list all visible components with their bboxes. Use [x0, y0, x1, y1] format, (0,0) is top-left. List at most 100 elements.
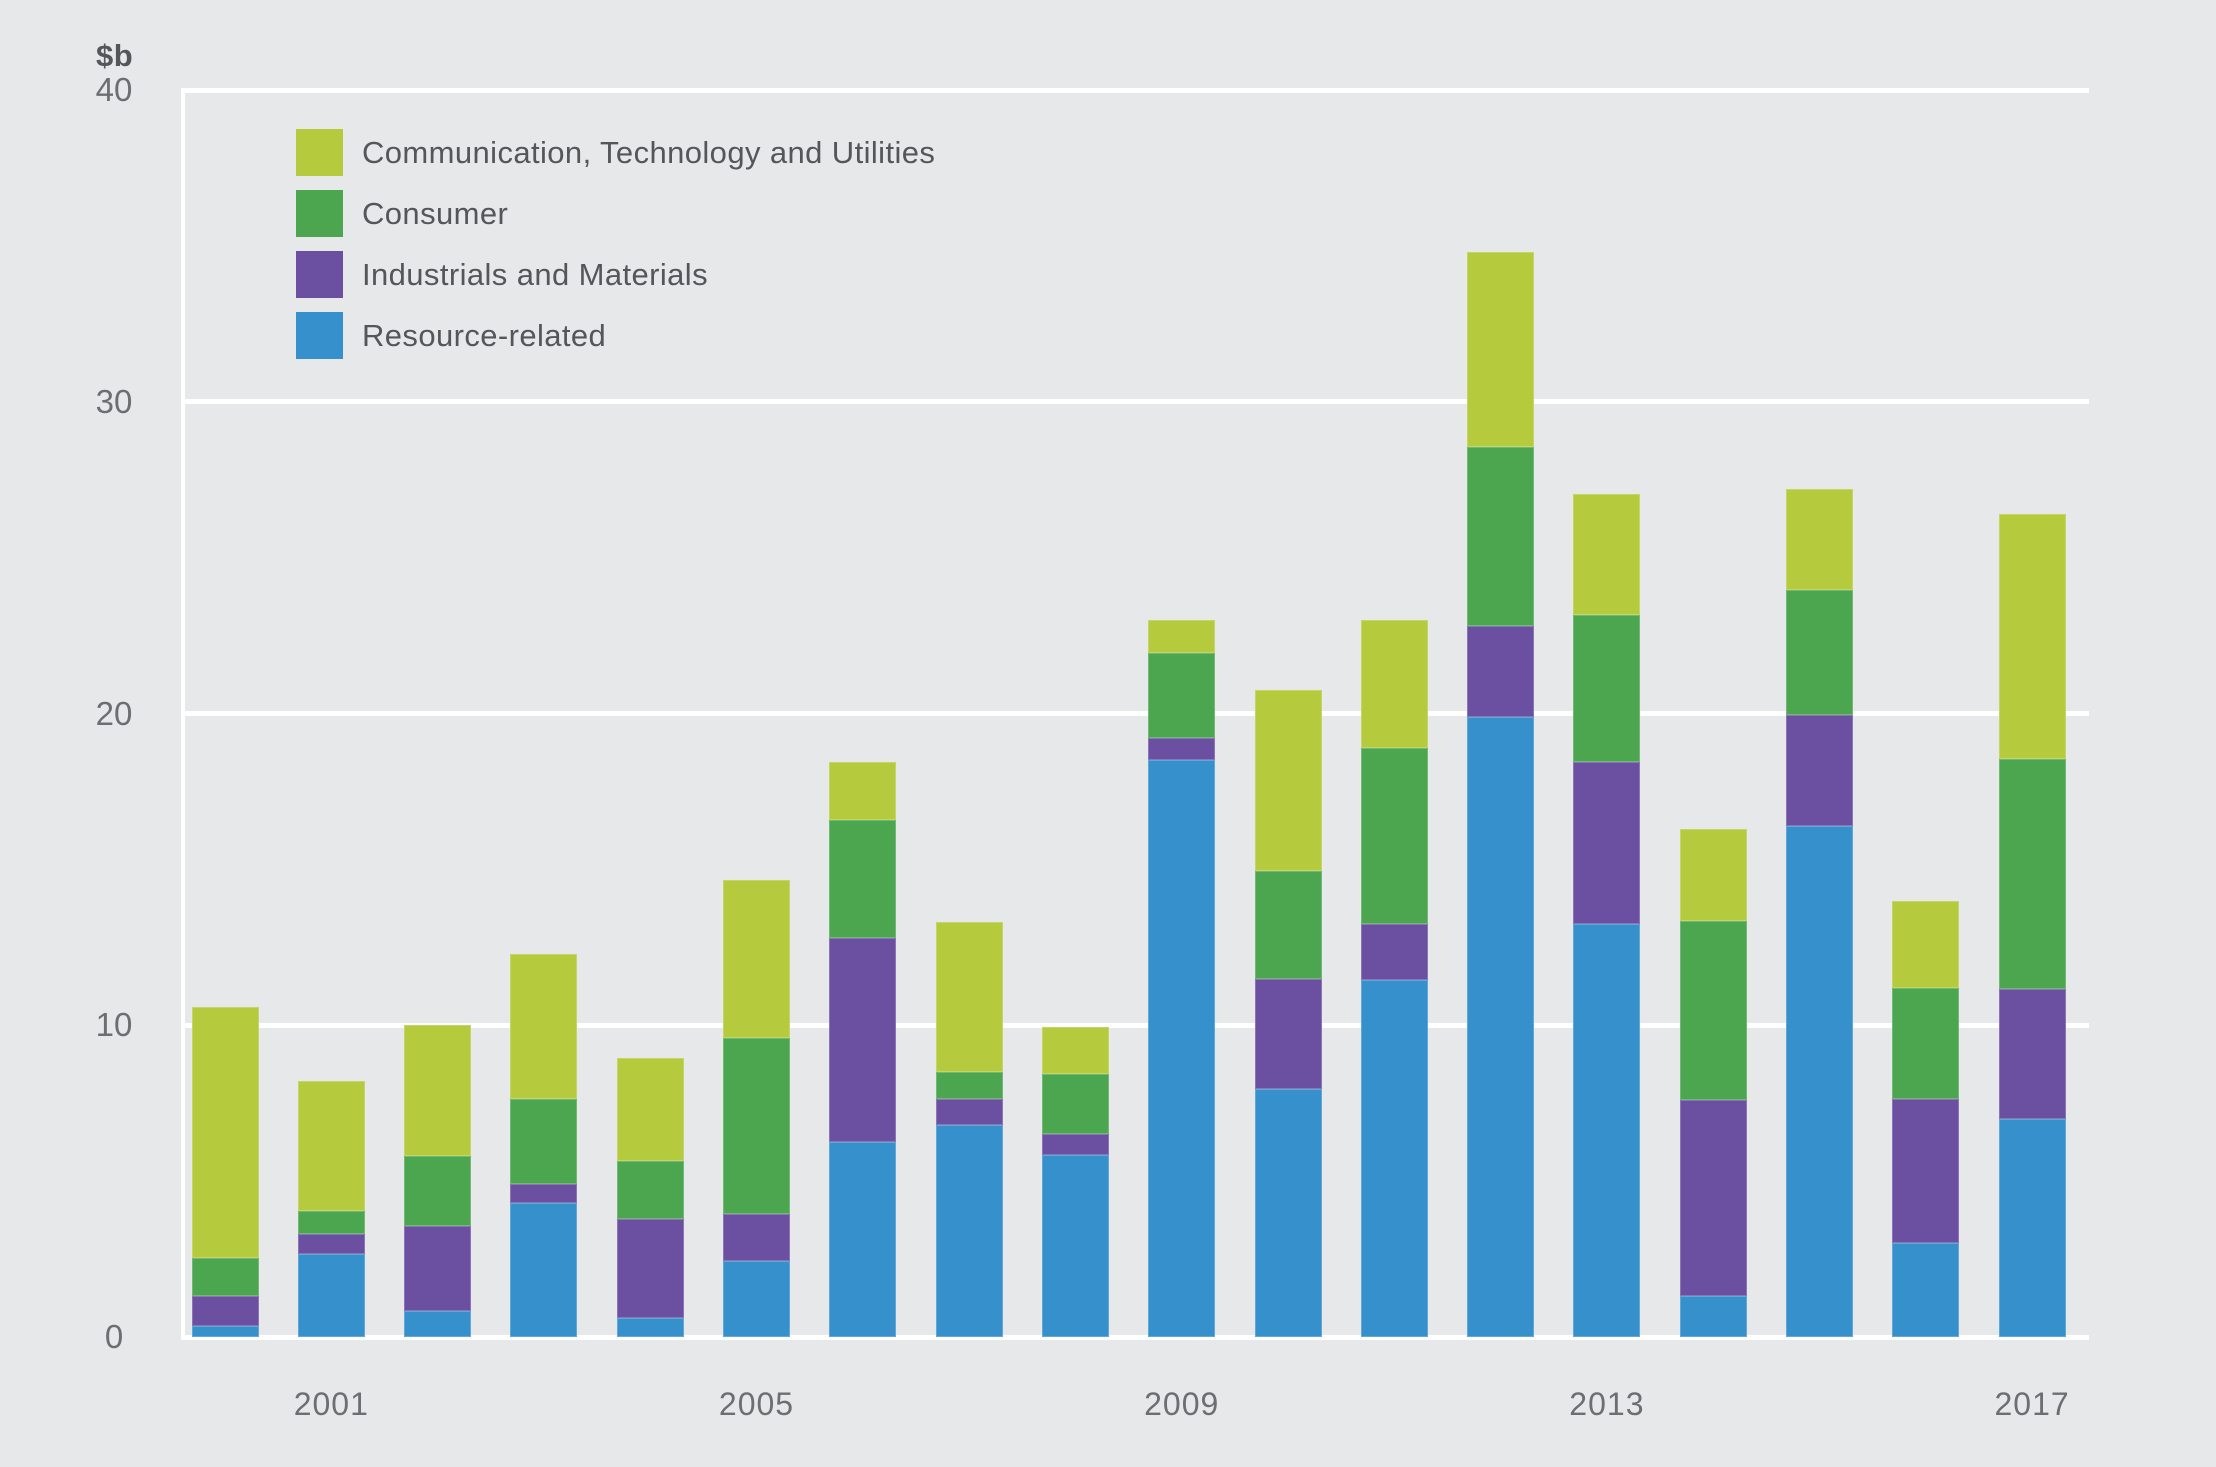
- bar-segment-2008-resource-related: [1041, 1154, 1109, 1337]
- y-tick-label-0: 0: [104, 1318, 124, 1355]
- gridline-0: [183, 1334, 2089, 1340]
- bar-2002: [404, 1025, 472, 1337]
- bar-segment-2016-communication-technology-and-utilities: [1892, 900, 1960, 988]
- bar-segment-2002-industrials-and-materials: [404, 1226, 472, 1311]
- bar-2005: [723, 880, 790, 1337]
- bar-segment-2008-consumer: [1041, 1073, 1109, 1135]
- bar-2000: [191, 1006, 259, 1337]
- bar-segment-2009-consumer: [1148, 652, 1216, 739]
- bar-segment-2012-consumer: [1467, 446, 1535, 627]
- bar-segment-2005-communication-technology-and-utilities: [723, 880, 790, 1038]
- bar-segment-2004-industrials-and-materials: [616, 1218, 684, 1319]
- bar-2016: [1892, 900, 1960, 1337]
- bar-segment-2014-consumer: [1679, 920, 1747, 1101]
- bar-segment-2000-consumer: [191, 1257, 259, 1297]
- bar-segment-2015-consumer: [1786, 590, 1853, 716]
- legend-item-industrials-materials: Industrials and Materials: [296, 251, 935, 298]
- bar-segment-2006-industrials-and-materials: [829, 937, 897, 1143]
- x-axis-label-2013: 2013: [1569, 1386, 1645, 1422]
- bar-2010: [1254, 690, 1322, 1337]
- legend-swatch-consumer-icon: [296, 190, 343, 237]
- bar-segment-2010-industrials-and-materials: [1254, 978, 1322, 1090]
- x-axis-label-2001: 2001: [293, 1386, 369, 1422]
- bar-2017: [1998, 514, 2066, 1337]
- bar-segment-2012-resource-related: [1467, 716, 1535, 1337]
- legend-swatch-communication-technology-utilities-icon: [296, 129, 343, 176]
- bar-segment-2004-resource-related: [616, 1318, 684, 1337]
- bar-2001: [297, 1081, 365, 1337]
- bar-segment-2011-consumer: [1360, 747, 1428, 924]
- y-tick-label-20: 20: [95, 694, 133, 732]
- bar-segment-2000-resource-related: [191, 1326, 259, 1337]
- y-tick-label-30: 30: [95, 382, 133, 420]
- bar-2004: [616, 1058, 684, 1337]
- bar-segment-2016-consumer: [1892, 987, 1960, 1099]
- bar-segment-2001-resource-related: [297, 1254, 365, 1337]
- legend-item-communication-technology-utilities: Communication, Technology and Utilities: [296, 129, 935, 176]
- legend-label: Resource-related: [362, 317, 607, 353]
- bar-segment-2003-communication-technology-and-utilities: [510, 953, 578, 1099]
- bar-segment-2004-consumer: [616, 1160, 684, 1219]
- bar-segment-2014-industrials-and-materials: [1679, 1100, 1747, 1297]
- bar-segment-2005-consumer: [723, 1037, 790, 1214]
- bar-segment-2015-industrials-and-materials: [1786, 715, 1853, 826]
- bar-segment-2011-communication-technology-and-utilities: [1360, 620, 1428, 748]
- bar-segment-2010-consumer: [1254, 870, 1322, 979]
- bar-segment-2001-consumer: [297, 1210, 365, 1235]
- bar-segment-2015-resource-related: [1786, 825, 1853, 1337]
- bar-segment-2008-industrials-and-materials: [1041, 1134, 1109, 1155]
- legend-item-resource-related: Resource-related: [296, 312, 935, 359]
- bar-segment-2016-resource-related: [1892, 1243, 1960, 1337]
- bar-segment-2012-industrials-and-materials: [1467, 626, 1535, 717]
- bar-segment-2002-resource-related: [404, 1310, 472, 1337]
- bar-segment-2001-industrials-and-materials: [297, 1234, 365, 1255]
- x-axis-label-2017: 2017: [1994, 1386, 2070, 1422]
- y-axis-line: [181, 87, 185, 1340]
- bar-segment-2017-resource-related: [1998, 1118, 2066, 1337]
- bar-2015: [1786, 489, 1853, 1337]
- bar-segment-2015-communication-technology-and-utilities: [1786, 489, 1853, 591]
- bar-segment-2013-resource-related: [1573, 923, 1641, 1337]
- bar-segment-2009-resource-related: [1148, 760, 1216, 1337]
- bar-segment-2003-consumer: [510, 1098, 578, 1185]
- bar-segment-2017-consumer: [1998, 758, 2066, 990]
- bar-2003: [510, 953, 578, 1337]
- bar-segment-2006-communication-technology-and-utilities: [829, 761, 897, 820]
- bar-segment-2003-industrials-and-materials: [510, 1184, 578, 1203]
- bar-segment-2007-communication-technology-and-utilities: [935, 922, 1003, 1073]
- legend-label: Communication, Technology and Utilities: [362, 134, 936, 170]
- bar-segment-2013-consumer: [1573, 615, 1641, 762]
- bar-2006: [829, 761, 897, 1337]
- bar-segment-2014-resource-related: [1679, 1296, 1747, 1337]
- gridline-40: [183, 87, 2089, 93]
- gridline-30: [183, 399, 2089, 405]
- bar-segment-2006-resource-related: [829, 1142, 897, 1337]
- bar-segment-2007-industrials-and-materials: [935, 1098, 1003, 1126]
- x-axis-label-2009: 2009: [1144, 1386, 1220, 1422]
- legend-label: Industrials and Materials: [362, 256, 708, 292]
- bar-2007: [935, 922, 1003, 1337]
- bar-2011: [1360, 620, 1428, 1337]
- bar-segment-2017-communication-technology-and-utilities: [1998, 514, 2066, 759]
- bar-segment-2004-communication-technology-and-utilities: [616, 1058, 684, 1161]
- bar-segment-2013-communication-technology-and-utilities: [1573, 493, 1641, 616]
- bar-segment-2002-consumer: [404, 1156, 472, 1227]
- bar-segment-2003-resource-related: [510, 1202, 578, 1337]
- bar-2014: [1679, 828, 1747, 1337]
- x-axis-label-2005: 2005: [718, 1386, 795, 1422]
- bar-2013: [1573, 493, 1641, 1337]
- bar-segment-2000-industrials-and-materials: [191, 1296, 259, 1327]
- bar-segment-2016-industrials-and-materials: [1892, 1098, 1960, 1244]
- gridline-10: [183, 1022, 2089, 1028]
- legend-item-consumer: Consumer: [296, 190, 935, 237]
- y-axis-unit-label: $b: [96, 38, 134, 73]
- bar-segment-2005-resource-related: [723, 1260, 790, 1337]
- y-tick-label-10: 10: [95, 1006, 133, 1044]
- bar-segment-2013-industrials-and-materials: [1573, 761, 1641, 924]
- bar-segment-2007-consumer: [935, 1072, 1003, 1099]
- bar-segment-2007-resource-related: [935, 1125, 1003, 1337]
- bar-segment-2017-industrials-and-materials: [1998, 989, 2066, 1119]
- legend-swatch-industrials-materials-icon: [296, 251, 343, 298]
- legend: Communication, Technology and Utilities …: [296, 129, 935, 373]
- bar-segment-2000-communication-technology-and-utilities: [191, 1006, 259, 1258]
